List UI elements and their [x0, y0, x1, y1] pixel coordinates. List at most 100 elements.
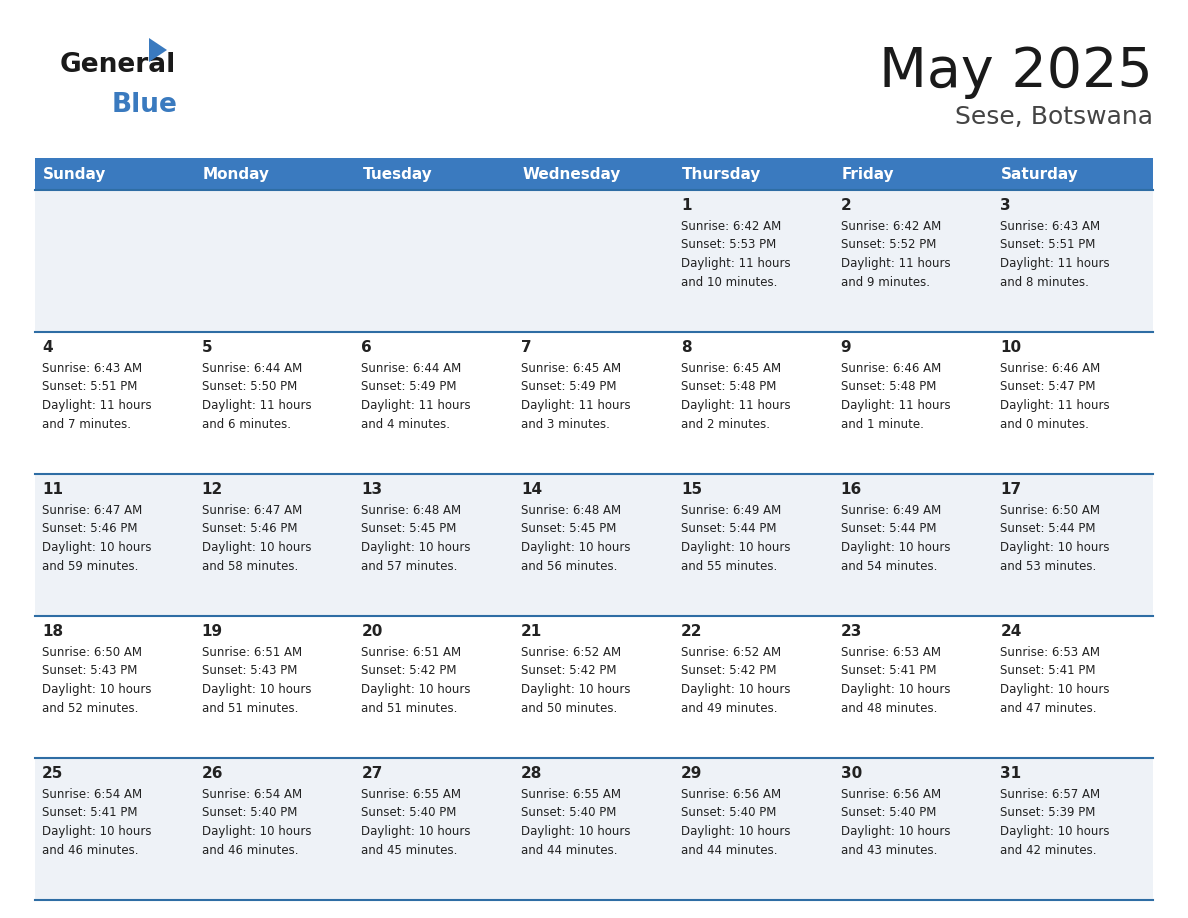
- Text: General: General: [61, 52, 176, 78]
- Text: Thursday: Thursday: [682, 167, 762, 183]
- Text: Sunday: Sunday: [43, 167, 107, 183]
- Bar: [993, 332, 1154, 474]
- Bar: [354, 616, 514, 758]
- Text: Daylight: 10 hours: Daylight: 10 hours: [1000, 825, 1110, 838]
- Text: 27: 27: [361, 766, 383, 781]
- Text: Sunrise: 6:53 AM: Sunrise: 6:53 AM: [841, 646, 941, 659]
- Bar: [993, 158, 1154, 190]
- Text: and 53 minutes.: and 53 minutes.: [1000, 559, 1097, 573]
- Text: Daylight: 10 hours: Daylight: 10 hours: [522, 825, 631, 838]
- Text: 22: 22: [681, 624, 702, 639]
- Text: Sunrise: 6:51 AM: Sunrise: 6:51 AM: [361, 646, 462, 659]
- Bar: [34, 158, 195, 190]
- Bar: [993, 190, 1154, 332]
- Text: Sunrise: 6:54 AM: Sunrise: 6:54 AM: [202, 788, 302, 801]
- Text: Sunrise: 6:48 AM: Sunrise: 6:48 AM: [361, 504, 462, 517]
- Text: Daylight: 10 hours: Daylight: 10 hours: [361, 825, 470, 838]
- Text: Sunset: 5:42 PM: Sunset: 5:42 PM: [361, 665, 457, 677]
- Text: May 2025: May 2025: [879, 45, 1154, 99]
- Text: Sunset: 5:45 PM: Sunset: 5:45 PM: [361, 522, 457, 535]
- Bar: [993, 474, 1154, 616]
- Text: Sunset: 5:43 PM: Sunset: 5:43 PM: [202, 665, 297, 677]
- Bar: [514, 332, 674, 474]
- Text: and 43 minutes.: and 43 minutes.: [841, 844, 937, 856]
- Text: 7: 7: [522, 340, 532, 355]
- Text: and 10 minutes.: and 10 minutes.: [681, 275, 777, 288]
- Text: 25: 25: [42, 766, 63, 781]
- Text: Sunset: 5:39 PM: Sunset: 5:39 PM: [1000, 807, 1095, 820]
- Text: and 57 minutes.: and 57 minutes.: [361, 559, 457, 573]
- Text: Sunrise: 6:49 AM: Sunrise: 6:49 AM: [681, 504, 781, 517]
- Text: 29: 29: [681, 766, 702, 781]
- Bar: [674, 332, 834, 474]
- Text: Daylight: 11 hours: Daylight: 11 hours: [522, 399, 631, 412]
- Text: Sunset: 5:44 PM: Sunset: 5:44 PM: [1000, 522, 1095, 535]
- Text: Sunrise: 6:49 AM: Sunrise: 6:49 AM: [841, 504, 941, 517]
- Text: Sunrise: 6:50 AM: Sunrise: 6:50 AM: [42, 646, 143, 659]
- Text: Sunrise: 6:45 AM: Sunrise: 6:45 AM: [681, 362, 781, 375]
- Text: Sunset: 5:50 PM: Sunset: 5:50 PM: [202, 380, 297, 394]
- Bar: [354, 332, 514, 474]
- Text: and 48 minutes.: and 48 minutes.: [841, 701, 937, 714]
- Text: Daylight: 10 hours: Daylight: 10 hours: [42, 541, 152, 554]
- Text: Sunset: 5:51 PM: Sunset: 5:51 PM: [1000, 239, 1095, 252]
- Text: and 51 minutes.: and 51 minutes.: [361, 701, 457, 714]
- Text: and 47 minutes.: and 47 minutes.: [1000, 701, 1097, 714]
- Text: Monday: Monday: [203, 167, 270, 183]
- Text: 11: 11: [42, 482, 63, 497]
- Text: Sunrise: 6:51 AM: Sunrise: 6:51 AM: [202, 646, 302, 659]
- Text: Daylight: 10 hours: Daylight: 10 hours: [841, 541, 950, 554]
- Bar: [514, 158, 674, 190]
- Text: and 8 minutes.: and 8 minutes.: [1000, 275, 1089, 288]
- Text: and 46 minutes.: and 46 minutes.: [42, 844, 139, 856]
- Text: Sunrise: 6:56 AM: Sunrise: 6:56 AM: [841, 788, 941, 801]
- Text: Sunset: 5:49 PM: Sunset: 5:49 PM: [361, 380, 457, 394]
- Bar: [834, 616, 993, 758]
- Bar: [34, 616, 195, 758]
- Text: Daylight: 10 hours: Daylight: 10 hours: [522, 541, 631, 554]
- Text: Sunrise: 6:46 AM: Sunrise: 6:46 AM: [1000, 362, 1100, 375]
- Text: 18: 18: [42, 624, 63, 639]
- Text: Sunset: 5:45 PM: Sunset: 5:45 PM: [522, 522, 617, 535]
- Bar: [834, 158, 993, 190]
- Text: Sunrise: 6:43 AM: Sunrise: 6:43 AM: [42, 362, 143, 375]
- Bar: [674, 190, 834, 332]
- Text: and 59 minutes.: and 59 minutes.: [42, 559, 138, 573]
- Text: 14: 14: [522, 482, 542, 497]
- Text: and 7 minutes.: and 7 minutes.: [42, 418, 131, 431]
- Text: Daylight: 10 hours: Daylight: 10 hours: [841, 683, 950, 696]
- Text: Blue: Blue: [112, 92, 178, 118]
- Text: and 46 minutes.: and 46 minutes.: [202, 844, 298, 856]
- Text: and 51 minutes.: and 51 minutes.: [202, 701, 298, 714]
- Text: 3: 3: [1000, 198, 1011, 213]
- Text: and 56 minutes.: and 56 minutes.: [522, 559, 618, 573]
- Text: Daylight: 10 hours: Daylight: 10 hours: [202, 541, 311, 554]
- Text: 1: 1: [681, 198, 691, 213]
- Text: Sunrise: 6:42 AM: Sunrise: 6:42 AM: [841, 220, 941, 233]
- Text: 17: 17: [1000, 482, 1022, 497]
- Text: and 50 minutes.: and 50 minutes.: [522, 701, 618, 714]
- Text: Sunrise: 6:48 AM: Sunrise: 6:48 AM: [522, 504, 621, 517]
- Text: Sunrise: 6:45 AM: Sunrise: 6:45 AM: [522, 362, 621, 375]
- Bar: [195, 758, 354, 900]
- Text: Daylight: 11 hours: Daylight: 11 hours: [841, 399, 950, 412]
- Text: and 58 minutes.: and 58 minutes.: [202, 559, 298, 573]
- Text: and 52 minutes.: and 52 minutes.: [42, 701, 138, 714]
- Text: 26: 26: [202, 766, 223, 781]
- Text: 28: 28: [522, 766, 543, 781]
- Text: Sunset: 5:40 PM: Sunset: 5:40 PM: [361, 807, 457, 820]
- Text: Daylight: 10 hours: Daylight: 10 hours: [361, 683, 470, 696]
- Text: Sunset: 5:46 PM: Sunset: 5:46 PM: [42, 522, 138, 535]
- Bar: [674, 616, 834, 758]
- Text: and 54 minutes.: and 54 minutes.: [841, 559, 937, 573]
- Text: Sunset: 5:49 PM: Sunset: 5:49 PM: [522, 380, 617, 394]
- Text: Sunrise: 6:56 AM: Sunrise: 6:56 AM: [681, 788, 781, 801]
- Bar: [354, 190, 514, 332]
- Text: Sunset: 5:40 PM: Sunset: 5:40 PM: [522, 807, 617, 820]
- Text: Daylight: 10 hours: Daylight: 10 hours: [1000, 683, 1110, 696]
- Text: 31: 31: [1000, 766, 1022, 781]
- Text: Sunset: 5:51 PM: Sunset: 5:51 PM: [42, 380, 138, 394]
- Text: Daylight: 11 hours: Daylight: 11 hours: [361, 399, 472, 412]
- Text: Sunset: 5:47 PM: Sunset: 5:47 PM: [1000, 380, 1095, 394]
- Text: Daylight: 10 hours: Daylight: 10 hours: [202, 683, 311, 696]
